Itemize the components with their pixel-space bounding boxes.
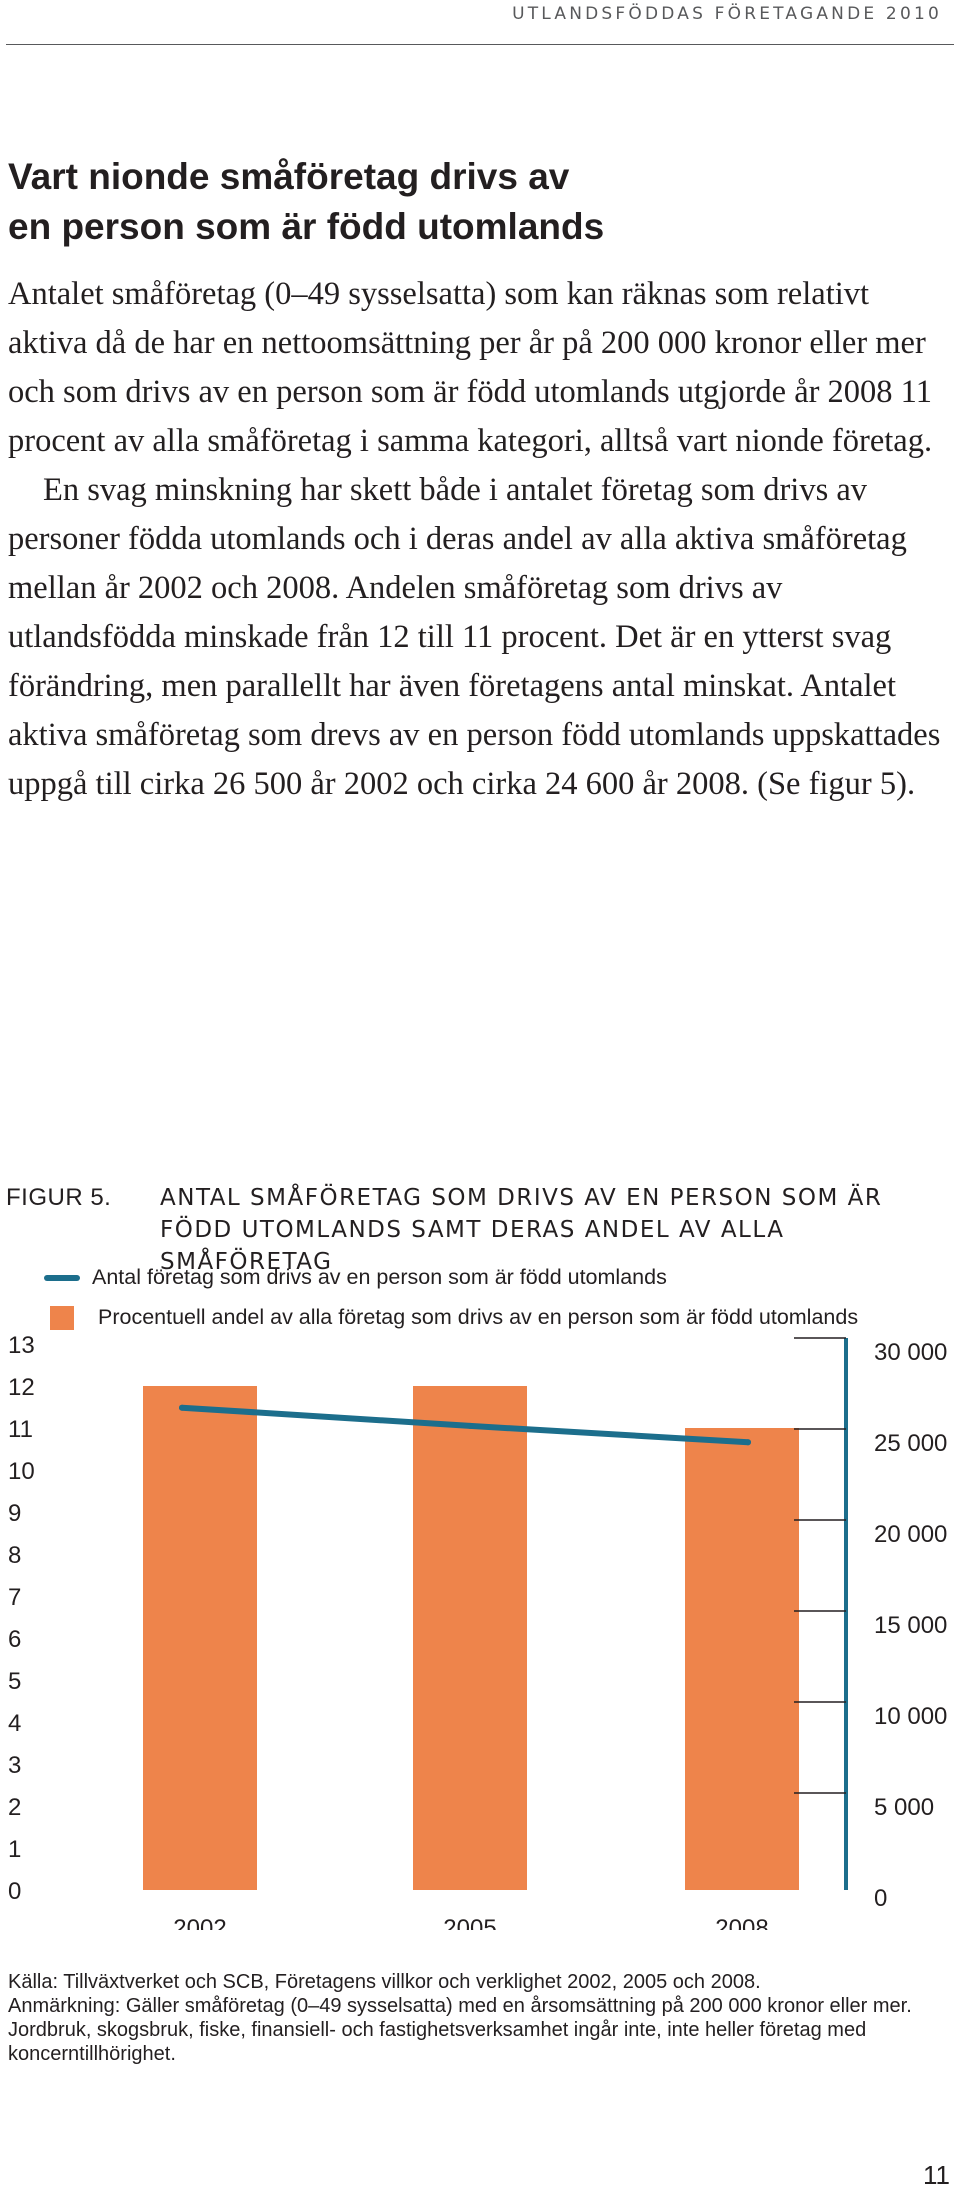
legend-item-bar: Procentuell andel av alla företag som dr… [44,1305,858,1330]
y-right-tick-label: 20 000 [874,1521,947,1548]
y-left-tick-label: 0 [8,1878,21,1905]
y-left-tick-label: 13 [8,1332,35,1359]
y-left-tick-label: 12 [8,1374,35,1401]
source-note: Anmärkning: Gäller småföretag (0–49 syss… [8,1995,912,2065]
bar-2008 [685,1428,799,1890]
source-line: Källa: Tillväxtverket och SCB, Företagen… [8,1971,761,1993]
heading-line-1: Vart nionde småföretag drivs av [8,156,570,197]
paragraph-1: Antalet småföretag (0–49 sysselsatta) so… [8,276,933,459]
line-point-2002 [179,1404,185,1411]
y-left-tick-label: 9 [8,1500,21,1527]
y-left-tick-label: 1 [8,1836,21,1863]
x-tick-label: 2002 [173,1915,226,1930]
line-point-2008 [745,1439,751,1446]
x-tick-label: 2008 [715,1915,768,1930]
figure-label: FIGUR 5. [6,1184,112,1211]
legend-line-swatch [44,1274,80,1281]
y-left-tick-label: 5 [8,1668,21,1695]
running-head: UTLANDSFÖDDAS FÖRETAGANDE 2010 [512,4,942,24]
y-left-tick-label: 11 [8,1416,33,1443]
bar-2005 [413,1386,527,1890]
y-left-tick-label: 3 [8,1752,21,1779]
x-tick-label: 2005 [443,1915,496,1930]
legend-line-label: Antal företag som drivs av en person som… [92,1265,667,1289]
y-right-tick-label: 10 000 [874,1703,947,1730]
y-left-tick-label: 10 [8,1458,35,1485]
legend-item-line: Antal företag som drivs av en person som… [44,1265,667,1290]
heading-line-2: en person som är född utomlands [8,206,605,247]
y-right-tick-label: 30 000 [874,1339,947,1366]
legend-bar-label: Procentuell andel av alla företag som dr… [98,1305,859,1329]
source-notes: Källa: Tillväxtverket och SCB, Företagen… [8,1970,948,2066]
figure-title: ANTAL SMÅFÖRETAG SOM DRIVS AV EN PERSON … [160,1185,883,1275]
y-right-tick-label: 15 000 [874,1612,947,1639]
line-point-2005 [467,1422,473,1429]
y-left-tick-label: 8 [8,1542,21,1569]
y-right-tick-label: 5 000 [874,1794,934,1821]
bar-2002 [143,1386,257,1890]
y-right-tick-label: 25 000 [874,1430,947,1457]
header-rule [6,44,954,45]
y-right-tick-label: 0 [874,1885,887,1912]
y-left-tick-label: 4 [8,1710,21,1737]
legend-bar-swatch [50,1305,74,1330]
paragraph-2: En svag minskning har skett både i antal… [8,472,941,802]
section-heading: Vart nionde småföretag drivs av en perso… [8,152,908,252]
y-left-tick-label: 6 [8,1626,21,1653]
y-left-tick-label: 7 [8,1584,21,1611]
y-left-tick-label: 2 [8,1794,21,1821]
body-text: Antalet småföretag (0–49 sysselsatta) so… [8,270,953,809]
page-number: 11 [923,2160,950,2190]
